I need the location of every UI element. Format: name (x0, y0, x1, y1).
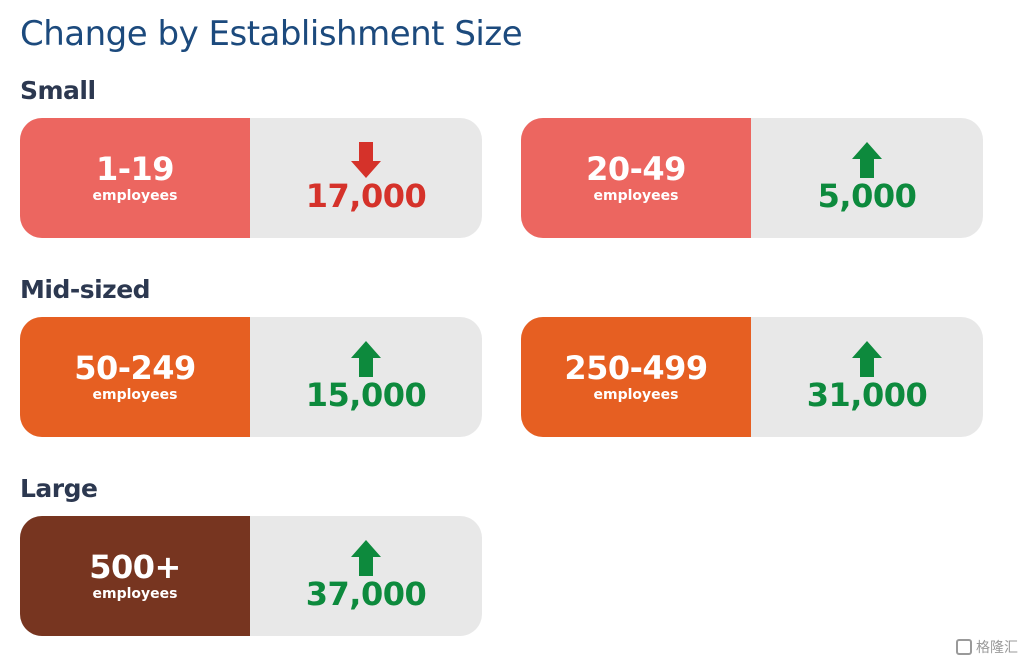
watermark: 格隆汇 (956, 637, 1018, 657)
change-value: 15,000 (305, 376, 427, 414)
chart-title: Change by Establishment Size (20, 14, 523, 54)
logo-icon (956, 639, 972, 655)
watermark-text: 格隆汇 (976, 640, 1018, 656)
change-value: 5,000 (817, 177, 917, 215)
arrow-up-icon (351, 540, 381, 576)
size-panel: 250-499 employees (521, 317, 751, 437)
unit-label: employees (92, 387, 178, 403)
card-50-249: 50-249 employees 15,000 (20, 317, 482, 437)
size-label: 20-49 (586, 150, 686, 188)
unit-label: employees (92, 188, 178, 204)
card-500-plus: 500+ employees 37,000 (20, 516, 482, 636)
unit-label: employees (593, 188, 679, 204)
size-label: 50-249 (74, 349, 196, 387)
size-panel: 50-249 employees (20, 317, 250, 437)
size-panel: 500+ employees (20, 516, 250, 636)
size-label: 250-499 (564, 349, 708, 387)
size-panel: 1-19 employees (20, 118, 250, 238)
change-panel: 15,000 (250, 317, 482, 437)
size-label: 500+ (89, 548, 181, 586)
change-panel: 5,000 (751, 118, 983, 238)
change-panel: 17,000 (250, 118, 482, 238)
change-value: 17,000 (305, 177, 427, 215)
group-label-large: Large (20, 474, 98, 503)
unit-label: employees (593, 387, 679, 403)
change-panel: 31,000 (751, 317, 983, 437)
arrow-up-icon (351, 341, 381, 377)
card-1-19: 1-19 employees 17,000 (20, 118, 482, 238)
group-label-mid-sized: Mid-sized (20, 275, 151, 304)
arrow-down-icon (351, 142, 381, 178)
arrow-up-icon (852, 341, 882, 377)
card-250-499: 250-499 employees 31,000 (521, 317, 983, 437)
unit-label: employees (92, 586, 178, 602)
size-panel: 20-49 employees (521, 118, 751, 238)
size-label: 1-19 (95, 150, 175, 188)
change-panel: 37,000 (250, 516, 482, 636)
card-20-49: 20-49 employees 5,000 (521, 118, 983, 238)
arrow-up-icon (852, 142, 882, 178)
change-value: 31,000 (806, 376, 928, 414)
change-value: 37,000 (305, 575, 427, 613)
group-label-small: Small (20, 76, 96, 105)
